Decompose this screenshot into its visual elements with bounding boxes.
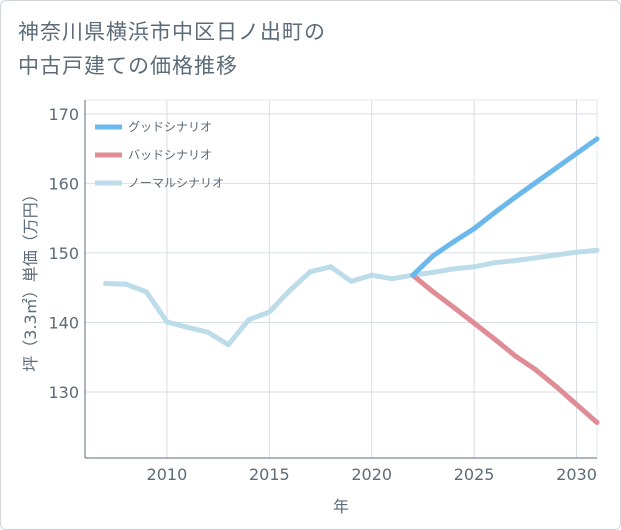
data-point-normal-scenario-2025 bbox=[471, 264, 477, 270]
data-point-bad-scenario-2023 bbox=[430, 289, 436, 295]
data-point-good-scenario-2023 bbox=[430, 253, 436, 259]
data-point-bad-scenario-2027 bbox=[512, 353, 518, 359]
data-point-normal-scenario-2031 bbox=[594, 247, 600, 253]
data-point-normal-scenario-2010 bbox=[164, 319, 170, 325]
data-point-normal-scenario-2027 bbox=[512, 258, 518, 264]
data-point-normal-scenario-2015 bbox=[266, 309, 272, 315]
legend-label-bad-scenario: バッドシナリオ bbox=[128, 148, 212, 162]
data-point-good-scenario-2022 bbox=[410, 272, 416, 278]
series-line-bad-scenario bbox=[411, 273, 599, 425]
data-point-good-scenario-2024 bbox=[451, 239, 457, 245]
data-point-normal-scenario-2020 bbox=[369, 272, 375, 278]
data-point-normal-scenario-2016 bbox=[287, 288, 293, 293]
x-tick-label-2020: 2020 bbox=[351, 465, 392, 484]
data-point-normal-scenario-2024 bbox=[451, 266, 457, 272]
x-axis-title: 年 bbox=[333, 497, 349, 516]
data-point-good-scenario-2025 bbox=[471, 226, 477, 232]
data-point-normal-scenario-2014 bbox=[246, 317, 252, 323]
x-tick-label-2030: 2030 bbox=[556, 465, 597, 484]
data-point-normal-scenario-2007 bbox=[103, 281, 108, 286]
y-tick-label-130: 130 bbox=[48, 383, 79, 402]
chart-title-line1: 神奈川県横浜市中区日ノ出町の bbox=[18, 20, 326, 44]
grid bbox=[84, 99, 598, 459]
axes: 2010 2015 2020 2025 2030 130 140 150 160 170 年 坪（3.… bbox=[21, 100, 597, 516]
legend-label-good-scenario: グッドシナリオ bbox=[128, 120, 212, 134]
data-point-bad-scenario-2024 bbox=[451, 304, 457, 310]
chart-title: 神奈川県横浜市中区日ノ出町の 中古戸建ての価格推移 bbox=[18, 15, 418, 83]
data-point-normal-scenario-2026 bbox=[492, 260, 498, 266]
legend-label-normal-scenario: ノーマルシナリオ bbox=[128, 176, 224, 190]
series-lines bbox=[103, 136, 600, 425]
data-point-normal-scenario-2029 bbox=[553, 252, 559, 258]
data-point-normal-scenario-2028 bbox=[533, 255, 539, 261]
data-point-normal-scenario-2013 bbox=[225, 342, 231, 348]
chart-title-line2: 中古戸建ての価格推移 bbox=[18, 54, 238, 78]
data-point-good-scenario-2027 bbox=[512, 194, 518, 200]
y-tick-label-150: 150 bbox=[48, 244, 79, 263]
data-point-normal-scenario-2023 bbox=[430, 269, 436, 275]
data-point-normal-scenario-2008 bbox=[123, 281, 129, 287]
data-point-good-scenario-2026 bbox=[492, 210, 498, 216]
data-point-bad-scenario-2026 bbox=[492, 336, 498, 342]
data-point-normal-scenario-2030 bbox=[574, 249, 579, 255]
data-point-normal-scenario-2021 bbox=[389, 276, 395, 282]
data-point-good-scenario-2028 bbox=[533, 180, 539, 186]
data-point-bad-scenario-2030 bbox=[574, 402, 579, 407]
data-point-good-scenario-2029 bbox=[553, 165, 559, 171]
y-tick-label-160: 160 bbox=[48, 174, 79, 193]
data-point-normal-scenario-2019 bbox=[348, 278, 354, 284]
x-tick-label-2015: 2015 bbox=[249, 465, 290, 484]
data-point-normal-scenario-2012 bbox=[205, 329, 211, 335]
data-point-good-scenario-2030 bbox=[574, 151, 579, 156]
data-point-normal-scenario-2009 bbox=[143, 289, 149, 295]
x-tick-label-2025: 2025 bbox=[454, 465, 495, 484]
data-point-bad-scenario-2031 bbox=[594, 420, 600, 425]
y-tick-label-140: 140 bbox=[48, 313, 79, 332]
y-axis-title: 坪（3.3㎡）単価（万円） bbox=[21, 186, 40, 371]
data-point-bad-scenario-2028 bbox=[533, 367, 539, 373]
series-line-good-scenario bbox=[410, 136, 599, 278]
data-point-normal-scenario-2018 bbox=[328, 264, 334, 270]
x-tick-label-2010: 2010 bbox=[147, 465, 188, 484]
data-point-bad-scenario-2029 bbox=[553, 383, 559, 389]
series-line-normal-scenario bbox=[105, 247, 598, 348]
data-point-good-scenario-2031 bbox=[594, 136, 600, 142]
data-point-normal-scenario-2011 bbox=[184, 324, 190, 330]
data-point-normal-scenario-2017 bbox=[307, 269, 313, 275]
y-tick-label-170: 170 bbox=[48, 105, 79, 124]
data-point-bad-scenario-2025 bbox=[471, 320, 477, 326]
